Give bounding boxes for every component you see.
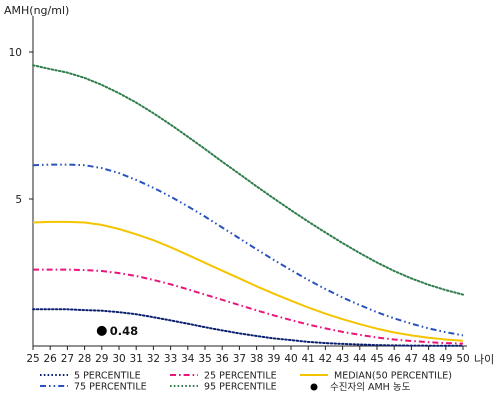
x-tick-label: 46 (388, 353, 402, 365)
x-tick-label: 34 (181, 353, 195, 365)
x-tick-label: 40 (284, 353, 297, 365)
legend-marker-label: 수진자의 AMH 농도 (330, 382, 411, 393)
legend-marker-dot (310, 383, 318, 391)
x-tick-label: 31 (130, 353, 143, 365)
x-tick-label: 47 (405, 353, 418, 365)
legend-label: MEDIAN(50 PERCENTILE) (334, 371, 452, 382)
legend-label: 75 PERCENTILE (74, 382, 147, 393)
patient-amh-point (96, 325, 107, 336)
legend: 5 PERCENTILE 25 PERCENTILE MEDIAN(50 PERCE… (40, 371, 452, 393)
y-axis-title: AMH(ng/ml) (4, 4, 69, 17)
series-line-median-50-percentile (32, 220, 464, 342)
x-tick-label: 35 (198, 353, 211, 365)
x-tick-label: 29 (95, 353, 108, 365)
x-tick-label: 45 (370, 353, 383, 365)
x-tick-label: 50 (456, 353, 469, 365)
x-tick-label: 33 (164, 353, 177, 365)
series-line-5-percentile (32, 308, 464, 347)
series-line-25-percentile (33, 268, 464, 345)
series-lines (32, 64, 464, 347)
marker-layer: 0.48 (96, 324, 138, 338)
x-tick-label: 28 (78, 353, 91, 365)
x-tick-label: 27 (61, 353, 74, 365)
x-axis-title: 나이 (474, 353, 494, 366)
x-tick-label: 43 (336, 353, 349, 365)
series-line-95-percentile (32, 64, 464, 296)
series-line-75-percentile (32, 163, 464, 337)
x-tick-label: 30 (112, 353, 125, 365)
x-tick-label: 26 (44, 353, 58, 365)
legend-label: 5 PERCENTILE (74, 371, 141, 382)
patient-amh-value-label: 0.48 (110, 324, 138, 338)
x-tick-label: 37 (233, 353, 246, 365)
x-tick-label: 41 (302, 353, 315, 365)
x-tick-label: 36 (216, 353, 230, 365)
x-tick-label: 39 (267, 353, 280, 365)
x-tick-label: 25 (26, 353, 39, 365)
y-tick-label: 10 (9, 47, 22, 59)
y-tick-label: 5 (15, 194, 22, 206)
x-tick-label: 44 (353, 353, 367, 365)
x-tick-label: 48 (422, 353, 435, 365)
x-tick-label: 32 (147, 353, 160, 365)
x-tick-label: 49 (439, 353, 452, 365)
legend-label: 25 PERCENTILE (204, 371, 277, 382)
x-tick-label: 38 (250, 353, 263, 365)
x-tick-label: 42 (319, 353, 332, 365)
legend-label: 95 PERCENTILE (204, 382, 277, 393)
